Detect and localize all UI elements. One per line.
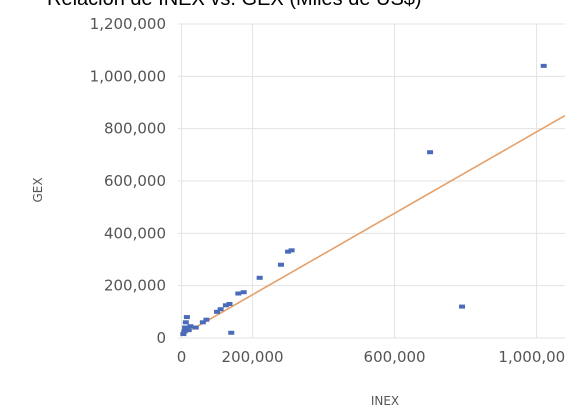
y-tick-label: 1,200,000 — [90, 15, 166, 33]
chart-title: Relación de INEX vs. GEX (Miles de US$) — [47, 0, 422, 10]
data-point — [288, 248, 295, 253]
y-axis-label: GEX — [31, 177, 45, 202]
data-point — [217, 307, 224, 312]
y-tick-label: 400,000 — [104, 224, 166, 242]
data-point — [185, 328, 192, 333]
y-tick-label: 600,000 — [104, 172, 166, 190]
data-point — [256, 275, 263, 280]
grid-lines — [178, 23, 565, 339]
x-tick-label: 600,000 — [364, 348, 426, 366]
data-point — [285, 249, 292, 254]
data-point — [459, 304, 466, 309]
y-tick-label: 1,000,000 — [90, 67, 166, 85]
data-point — [228, 330, 235, 335]
x-tick-label: 1,000,000 — [498, 348, 565, 366]
y-tick-label: 0 — [156, 329, 166, 347]
data-point — [277, 262, 284, 267]
trendline — [181, 114, 565, 337]
data-point — [226, 301, 233, 306]
y-tick-label: 800,000 — [104, 120, 166, 138]
data-point — [240, 290, 247, 295]
data-point — [182, 325, 189, 330]
data-point — [235, 291, 242, 296]
data-point — [203, 317, 210, 322]
x-axis-label: INEX — [371, 394, 399, 408]
x-tick-labels: 0 200,000 600,000 1,000,000 — [177, 348, 565, 366]
y-tick-label: 200,000 — [104, 277, 166, 295]
data-point — [427, 150, 434, 155]
data-point — [181, 329, 188, 334]
data-point — [180, 332, 187, 337]
y-tick-labels: 0 200,000 400,000 600,000 800,000 1,000,000 1,… — [90, 15, 166, 347]
data-point — [199, 320, 206, 325]
data-point — [540, 63, 547, 68]
data-point — [182, 320, 189, 325]
data-point — [222, 303, 229, 308]
data-points — [180, 63, 547, 337]
x-tick-label: 0 — [177, 348, 187, 366]
data-point — [187, 324, 194, 329]
data-point — [192, 325, 199, 330]
data-point — [183, 315, 190, 320]
x-tick-label: 200,000 — [222, 348, 284, 366]
data-point — [214, 309, 221, 314]
